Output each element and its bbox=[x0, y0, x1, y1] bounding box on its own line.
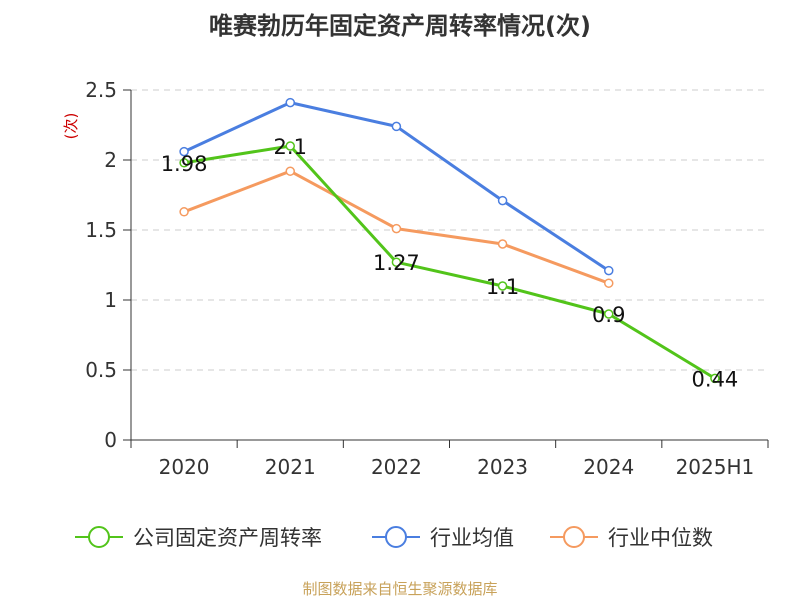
data-label-layer: 1.98 2.1 1.27 1.1 0.9 0.44 bbox=[161, 135, 739, 391]
data-point bbox=[710, 373, 720, 384]
series-line bbox=[183, 144, 716, 380]
data-point bbox=[391, 121, 402, 132]
legend-label: 行业中位数 bbox=[608, 526, 713, 550]
data-point bbox=[285, 97, 295, 108]
series-layer bbox=[179, 97, 720, 384]
grid-layer bbox=[131, 89, 768, 371]
data-point bbox=[391, 223, 402, 234]
data-label: 2.1 bbox=[274, 135, 307, 159]
source-note: 制图数据来自恒生聚源数据库 bbox=[302, 580, 498, 598]
data-point bbox=[604, 309, 614, 319]
y-tick-label: 1 bbox=[104, 288, 117, 312]
legend: 公司固定资产周转率 行业均值 行业中位数 bbox=[75, 526, 713, 550]
x-tick-label: 2025H1 bbox=[676, 455, 755, 479]
data-label: 1.98 bbox=[161, 152, 208, 176]
data-label: 0.9 bbox=[592, 303, 625, 327]
axis-layer: 0 0.5 1 1.5 2 2.5 (次) 2020 2021 2022 2023 2024 2025H… bbox=[62, 78, 769, 479]
x-tick-label: 2024 bbox=[583, 455, 634, 479]
data-point bbox=[497, 239, 508, 249]
legend-label: 行业均值 bbox=[430, 526, 514, 550]
data-point bbox=[497, 195, 508, 206]
data-point bbox=[285, 166, 295, 176]
y-axis-title: (次) bbox=[62, 113, 80, 140]
y-tick-label: 0.5 bbox=[85, 358, 117, 382]
x-tick-label: 2021 bbox=[265, 455, 316, 479]
data-point bbox=[391, 257, 402, 267]
y-tick-label: 1.5 bbox=[85, 218, 117, 242]
legend-marker bbox=[563, 526, 585, 548]
y-tick-label: 2.5 bbox=[85, 78, 117, 102]
legend-marker bbox=[88, 526, 110, 548]
data-point bbox=[179, 158, 189, 168]
data-point bbox=[604, 278, 614, 288]
x-tick-label: 2020 bbox=[159, 455, 210, 479]
data-label: 1.1 bbox=[486, 275, 519, 299]
data-label: 0.44 bbox=[692, 367, 739, 391]
data-label: 1.27 bbox=[373, 251, 420, 275]
x-tick-label: 2022 bbox=[371, 455, 422, 479]
x-tick-label: 2023 bbox=[477, 455, 528, 479]
y-tick-label: 0 bbox=[104, 428, 117, 452]
legend-marker bbox=[385, 526, 407, 548]
chart-title: 唯赛勃历年固定资产周转率情况(次) bbox=[209, 12, 591, 40]
data-point bbox=[604, 265, 614, 276]
data-point bbox=[179, 207, 189, 217]
y-tick-label: 2 bbox=[104, 148, 117, 172]
data-point bbox=[497, 281, 508, 291]
data-point bbox=[285, 141, 295, 151]
data-point bbox=[179, 146, 189, 157]
legend-label: 公司固定资产周转率 bbox=[133, 526, 322, 550]
